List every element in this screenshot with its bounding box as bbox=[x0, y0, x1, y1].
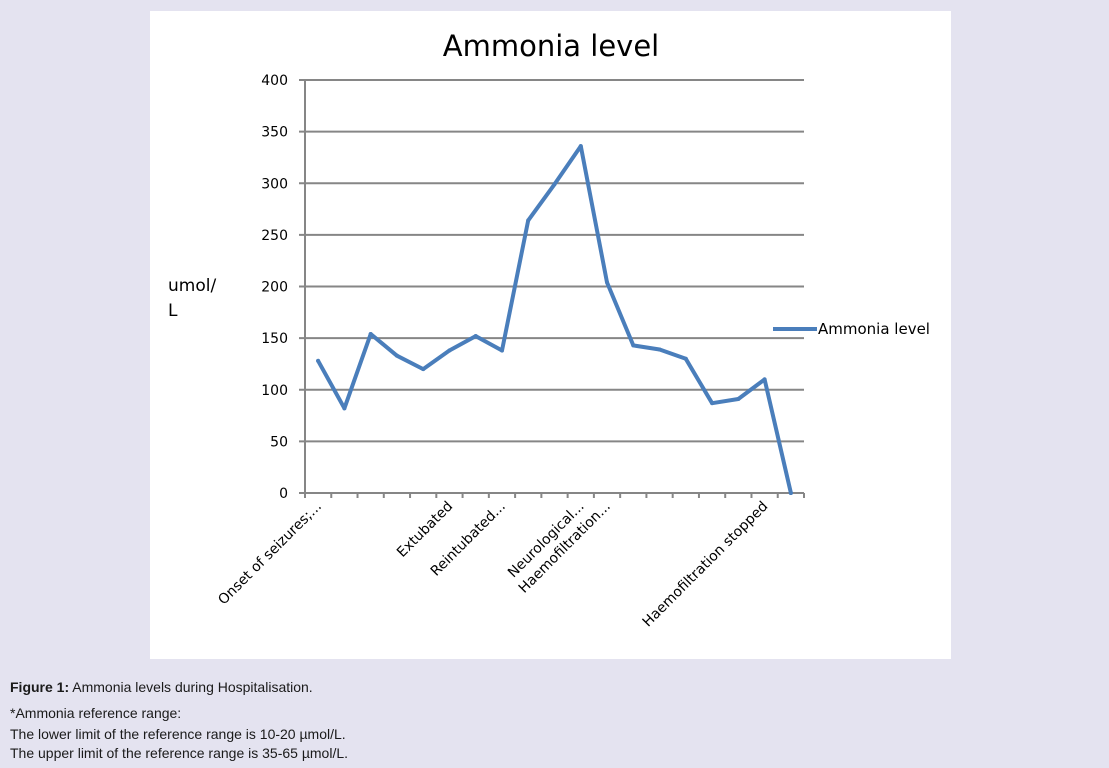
data-point bbox=[657, 347, 662, 352]
data-point bbox=[631, 343, 636, 348]
data-point bbox=[683, 356, 688, 361]
data-point bbox=[316, 358, 321, 363]
data-point bbox=[552, 182, 557, 187]
y-tick-label: 350 bbox=[261, 125, 288, 141]
chart-panel: Ammonia level umol/ L 0 50 100 150 200 250 300… bbox=[150, 11, 951, 659]
x-category-label: Haemofiltration stopped bbox=[640, 499, 772, 631]
data-point bbox=[736, 397, 741, 402]
figure-caption-text: Ammonia levels during Hospitalisation. bbox=[69, 679, 313, 695]
reference-note-upper: The upper limit of the reference range i… bbox=[10, 745, 349, 761]
data-point bbox=[762, 377, 767, 382]
data-point bbox=[578, 144, 583, 149]
reference-note-lower: The lower limit of the reference range i… bbox=[10, 726, 346, 742]
figure-caption-label: Figure 1: bbox=[10, 679, 70, 695]
y-tick-label: 150 bbox=[261, 331, 288, 347]
y-tick-label: 250 bbox=[261, 228, 288, 244]
data-point bbox=[788, 491, 793, 495]
data-point bbox=[526, 218, 531, 223]
y-axis-label-line1: umol/ bbox=[168, 276, 216, 296]
data-point bbox=[421, 367, 426, 372]
data-point bbox=[394, 353, 399, 358]
reference-note-heading: *Ammonia reference range: bbox=[10, 705, 182, 721]
chart-title: Ammonia level bbox=[443, 29, 659, 63]
figure-caption: Figure 1: Ammonia levels during Hospital… bbox=[10, 679, 313, 695]
data-point bbox=[499, 348, 504, 353]
data-point bbox=[605, 280, 610, 285]
data-point bbox=[447, 348, 452, 353]
y-tick-label: 0 bbox=[279, 486, 288, 502]
line-chart: Ammonia level umol/ L 0 50 100 150 200 250 300… bbox=[168, 29, 930, 631]
y-axis-label-line2: L bbox=[168, 301, 178, 321]
y-tick-label: 200 bbox=[261, 280, 288, 296]
y-tick-label: 100 bbox=[261, 383, 288, 399]
y-tick-label: 50 bbox=[270, 434, 288, 450]
data-point bbox=[368, 331, 373, 336]
x-category-label: Onset of seizures;... bbox=[215, 499, 325, 609]
y-tick-label: 400 bbox=[261, 73, 288, 89]
y-tick-label: 300 bbox=[261, 176, 288, 192]
data-point bbox=[342, 406, 347, 411]
data-point bbox=[710, 401, 715, 406]
data-point bbox=[473, 334, 478, 339]
legend-label: Ammonia level bbox=[818, 320, 930, 338]
